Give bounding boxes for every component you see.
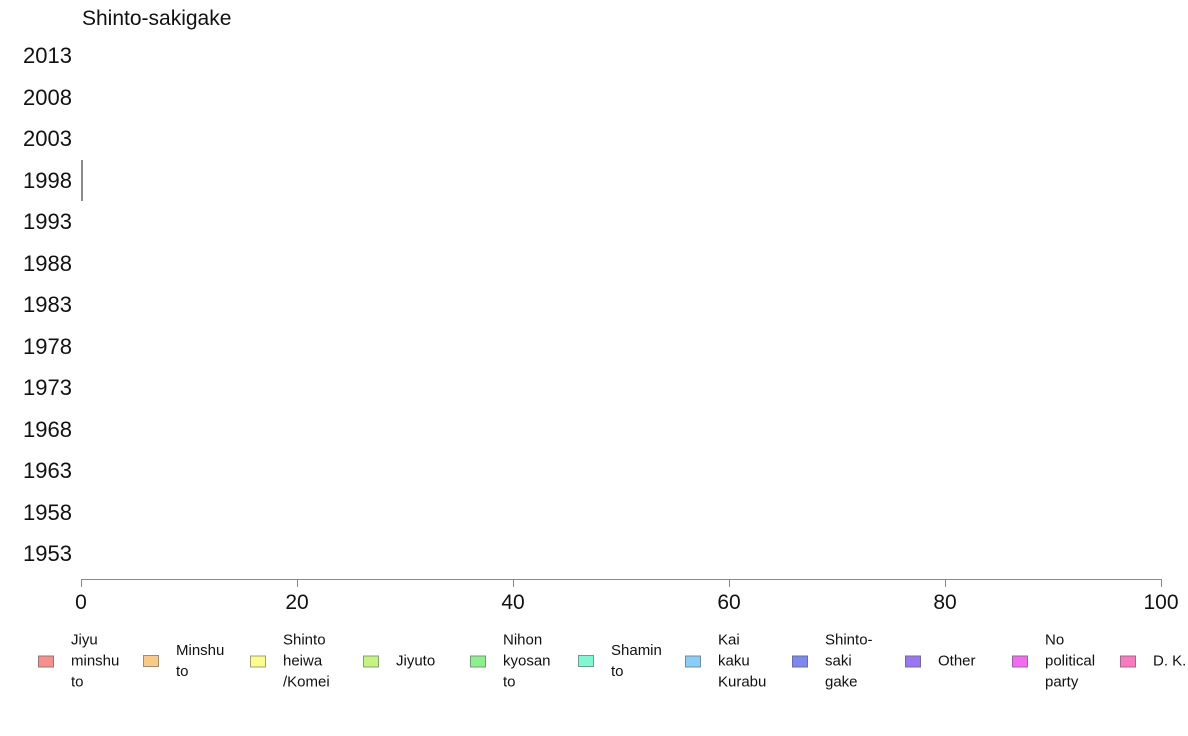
y-axis-label: 2013: [23, 43, 72, 68]
x-axis-tick-label: 20: [285, 591, 309, 614]
legend-swatch-icon: [685, 655, 701, 667]
y-axis-label: 1978: [23, 333, 72, 359]
legend-item: Jiyu minshu to: [38, 630, 119, 693]
legend-item: Jiyuto: [363, 651, 435, 672]
legend-swatch-icon: [38, 655, 54, 667]
x-axis-tick-label: 100: [1143, 591, 1179, 614]
y-axis-label: 1953: [23, 541, 72, 566]
legend-swatch-icon: [578, 655, 594, 667]
x-axis-tick: [728, 579, 730, 587]
y-axis-label: 2008: [23, 84, 72, 110]
y-axis-label: 1968: [23, 416, 72, 442]
x-axis-tick: [296, 579, 298, 587]
legend-label: Shinto- saki gake: [825, 631, 873, 691]
legend-item: Kai kaku Kurabu: [685, 630, 766, 693]
x-axis-tick: [512, 579, 514, 587]
legend-item: Shinto- saki gake: [792, 630, 873, 693]
legend-item: Other: [905, 651, 976, 672]
legend-label: Shinto heiwa /Komei: [283, 631, 330, 691]
legend-item: No political party: [1012, 630, 1095, 693]
x-axis-tick: [80, 579, 82, 587]
legend-item: Shamin to: [578, 640, 662, 682]
x-axis-tick-label: 0: [75, 591, 87, 614]
legend-item: Shinto heiwa /Komei: [250, 630, 330, 693]
y-axis-label: 1993: [23, 209, 72, 234]
y-axis-label: 1998: [23, 167, 72, 193]
x-axis-tick-label: 80: [933, 591, 957, 614]
legend-label: Other: [938, 652, 976, 670]
legend-label: Minshu to: [176, 642, 225, 680]
x-axis-tick: [944, 579, 946, 587]
legend-swatch-icon: [1120, 655, 1136, 667]
legend-item: D. K.: [1120, 651, 1186, 672]
legend-label: Jiyuto: [396, 652, 436, 670]
chart-title: Shinto-sakigake: [82, 7, 232, 30]
legend-swatch-icon: [905, 655, 921, 667]
y-axis-label: 1963: [23, 458, 72, 483]
legend-item: Nihon kyosan to: [470, 630, 551, 693]
legend-swatch-icon: [363, 655, 379, 667]
x-axis-tick-label: 60: [717, 591, 741, 614]
legend-swatch-icon: [143, 655, 159, 667]
legend-label: Kai kaku Kurabu: [718, 631, 767, 691]
y-axis-label: 1983: [23, 292, 72, 317]
legend-swatch-icon: [470, 655, 486, 667]
legend-item: Minshu to: [143, 640, 224, 682]
y-axis-label: 1958: [23, 499, 72, 525]
y-axis-label: 1973: [23, 375, 72, 400]
legend-swatch-icon: [250, 655, 266, 667]
legend-label: Nihon kyosan to: [503, 631, 551, 691]
x-axis-line: [81, 579, 1161, 580]
legend-label: D. K.: [1153, 652, 1187, 670]
legend-label: No political party: [1045, 631, 1096, 691]
legend-label: Jiyu minshu to: [71, 631, 120, 691]
legend-label: Shamin to: [611, 642, 662, 680]
legend-swatch-icon: [792, 655, 808, 667]
x-axis-tick-label: 40: [501, 591, 525, 614]
x-axis-tick: [1160, 579, 1162, 587]
bar-1998: [81, 160, 83, 201]
y-axis-label: 2003: [23, 126, 72, 151]
legend-swatch-icon: [1012, 655, 1028, 667]
y-axis-label: 1988: [23, 250, 72, 276]
